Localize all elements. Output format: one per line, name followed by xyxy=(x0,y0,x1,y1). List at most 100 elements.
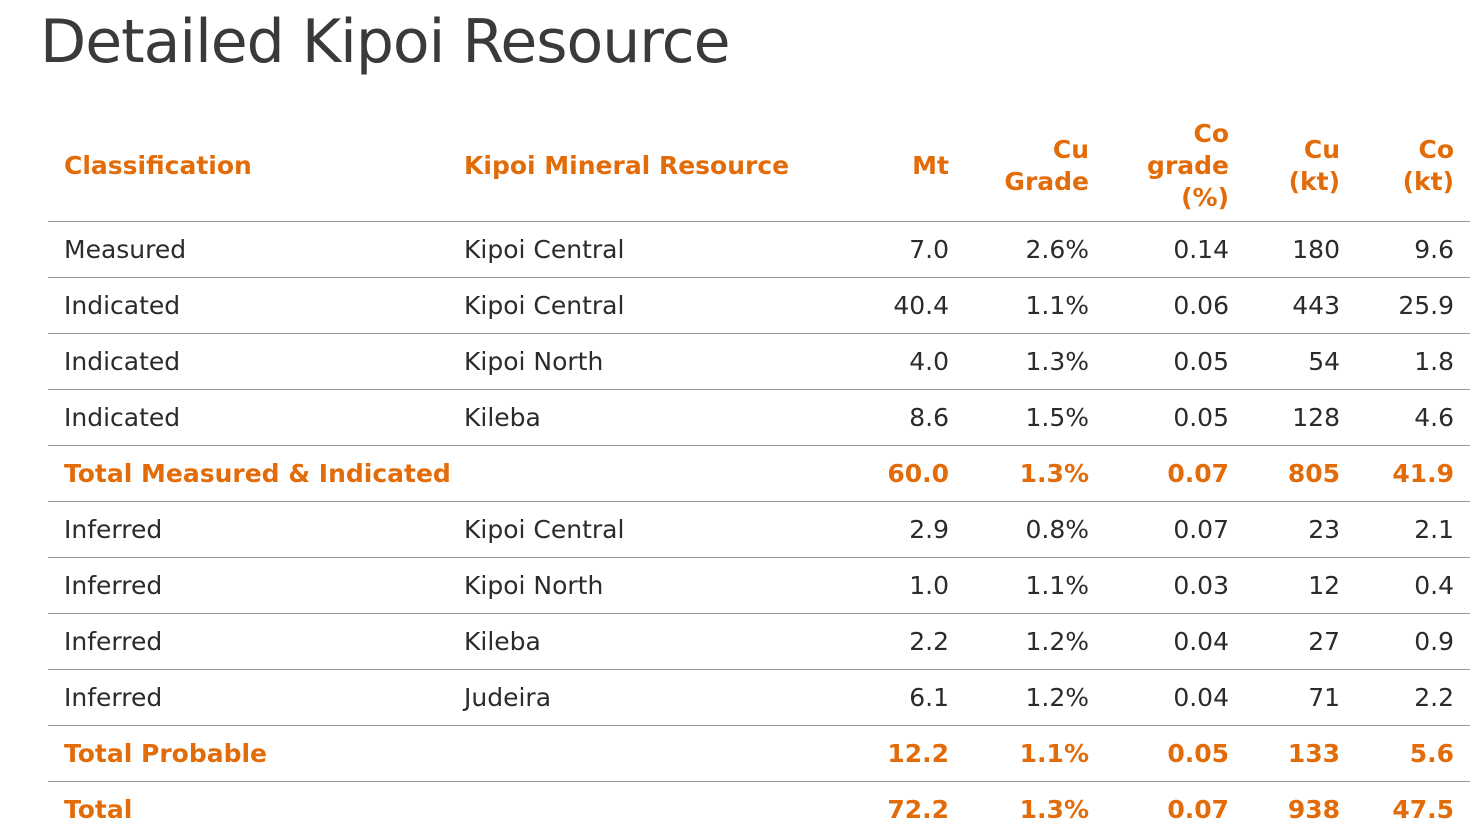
cell-cu-grade: 1.1% xyxy=(965,558,1105,614)
cell-co-grade: 0.07 xyxy=(1105,782,1245,837)
cell-classification: Total Measured & Indicated xyxy=(48,446,448,502)
cell-cu-grade: 1.1% xyxy=(965,278,1105,334)
header-cu-kt: Cu (kt) xyxy=(1245,110,1356,222)
header-mt: Mt xyxy=(848,110,965,222)
cell-co-kt: 0.9 xyxy=(1356,614,1470,670)
cell-cu-kt: 54 xyxy=(1245,334,1356,390)
cell-co-kt: 2.1 xyxy=(1356,502,1470,558)
header-co-grade-line: grade xyxy=(1121,150,1229,182)
cell-cu-grade: 1.2% xyxy=(965,670,1105,726)
cell-mt: 2.9 xyxy=(848,502,965,558)
cell-mt: 72.2 xyxy=(848,782,965,837)
cell-classification: Indicated xyxy=(48,334,448,390)
cell-mineral-resource: Kipoi Central xyxy=(448,278,848,334)
cell-cu-grade: 1.3% xyxy=(965,446,1105,502)
cell-classification: Inferred xyxy=(48,558,448,614)
cell-classification: Inferred xyxy=(48,614,448,670)
cell-classification: Total xyxy=(48,782,448,837)
page-title: Detailed Kipoi Resource xyxy=(40,4,730,80)
cell-cu-kt: 180 xyxy=(1245,222,1356,278)
header-cu-grade-line: Grade xyxy=(981,166,1089,198)
cell-cu-grade: 1.5% xyxy=(965,390,1105,446)
cell-mineral-resource xyxy=(448,726,848,782)
cell-co-grade: 0.14 xyxy=(1105,222,1245,278)
cell-mineral-resource: Kipoi North xyxy=(448,558,848,614)
cell-cu-kt: 128 xyxy=(1245,390,1356,446)
cell-co-kt: 0.4 xyxy=(1356,558,1470,614)
cell-co-kt: 4.6 xyxy=(1356,390,1470,446)
cell-cu-kt: 133 xyxy=(1245,726,1356,782)
cell-classification: Measured xyxy=(48,222,448,278)
cell-cu-kt: 443 xyxy=(1245,278,1356,334)
header-co-kt-line: Co xyxy=(1372,134,1454,166)
cell-co-grade: 0.06 xyxy=(1105,278,1245,334)
cell-cu-kt: 12 xyxy=(1245,558,1356,614)
cell-cu-grade: 2.6% xyxy=(965,222,1105,278)
header-co-grade: Co grade (%) xyxy=(1105,110,1245,222)
cell-mt: 8.6 xyxy=(848,390,965,446)
cell-cu-grade: 1.3% xyxy=(965,334,1105,390)
header-co-grade-line: (%) xyxy=(1121,182,1229,214)
cell-cu-grade: 0.8% xyxy=(965,502,1105,558)
table-header-row: Classification Kipoi Mineral Resource Mt… xyxy=(48,110,1470,222)
cell-co-grade: 0.05 xyxy=(1105,334,1245,390)
cell-cu-kt: 27 xyxy=(1245,614,1356,670)
cell-co-kt: 25.9 xyxy=(1356,278,1470,334)
cell-cu-grade: 1.1% xyxy=(965,726,1105,782)
cell-mineral-resource xyxy=(448,446,848,502)
cell-co-grade: 0.07 xyxy=(1105,502,1245,558)
cell-cu-kt: 938 xyxy=(1245,782,1356,837)
header-cu-grade-line: Cu xyxy=(981,134,1089,166)
cell-mineral-resource: Kipoi Central xyxy=(448,222,848,278)
cell-co-kt: 9.6 xyxy=(1356,222,1470,278)
cell-cu-grade: 1.3% xyxy=(965,782,1105,837)
cell-co-kt: 5.6 xyxy=(1356,726,1470,782)
header-classification: Classification xyxy=(48,110,448,222)
cell-co-grade: 0.03 xyxy=(1105,558,1245,614)
cell-cu-grade: 1.2% xyxy=(965,614,1105,670)
cell-mt: 6.1 xyxy=(848,670,965,726)
cell-mineral-resource xyxy=(448,782,848,837)
header-cu-kt-line: (kt) xyxy=(1261,166,1340,198)
resource-table: Classification Kipoi Mineral Resource Mt… xyxy=(48,110,1470,837)
cell-co-kt: 2.2 xyxy=(1356,670,1470,726)
cell-co-grade: 0.07 xyxy=(1105,446,1245,502)
cell-co-kt: 47.5 xyxy=(1356,782,1470,837)
cell-mt: 4.0 xyxy=(848,334,965,390)
cell-mineral-resource: Kipoi Central xyxy=(448,502,848,558)
cell-mt: 12.2 xyxy=(848,726,965,782)
cell-mineral-resource: Kipoi North xyxy=(448,334,848,390)
cell-classification: Inferred xyxy=(48,670,448,726)
header-cu-grade: Cu Grade xyxy=(965,110,1105,222)
cell-mt: 7.0 xyxy=(848,222,965,278)
cell-mineral-resource: Kileba xyxy=(448,614,848,670)
cell-mineral-resource: Kileba xyxy=(448,390,848,446)
cell-classification: Total Probable xyxy=(48,726,448,782)
cell-classification: Indicated xyxy=(48,278,448,334)
header-co-grade-line: Co xyxy=(1121,118,1229,150)
cell-co-grade: 0.05 xyxy=(1105,726,1245,782)
cell-mt: 40.4 xyxy=(848,278,965,334)
cell-co-grade: 0.04 xyxy=(1105,614,1245,670)
header-co-kt-line: (kt) xyxy=(1372,166,1454,198)
cell-cu-kt: 805 xyxy=(1245,446,1356,502)
cell-mt: 60.0 xyxy=(848,446,965,502)
cell-co-kt: 1.8 xyxy=(1356,334,1470,390)
cell-mt: 2.2 xyxy=(848,614,965,670)
cell-classification: Inferred xyxy=(48,502,448,558)
cell-cu-kt: 71 xyxy=(1245,670,1356,726)
header-co-kt: Co (kt) xyxy=(1356,110,1470,222)
cell-co-grade: 0.04 xyxy=(1105,670,1245,726)
cell-mineral-resource: Judeira xyxy=(448,670,848,726)
